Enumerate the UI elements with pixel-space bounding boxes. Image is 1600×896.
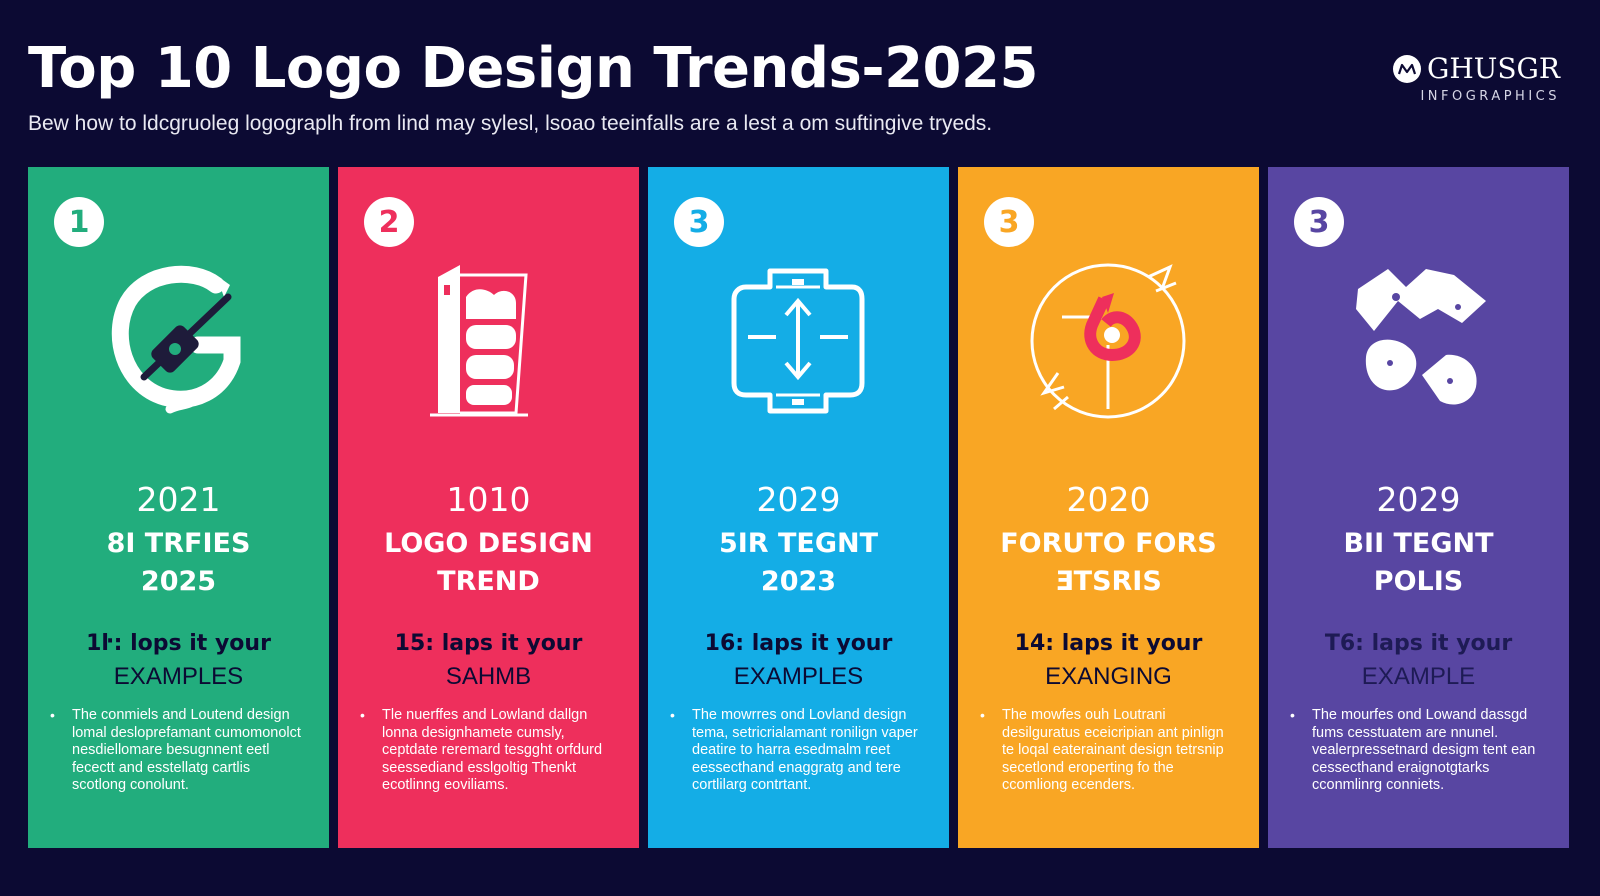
geometric-shapes-icon <box>1356 269 1486 405</box>
card-headline: 5IR TEGNT 2023 <box>648 525 949 601</box>
card-number-badge: 3 <box>674 197 724 247</box>
card-headline-line-2: TREND <box>437 566 540 597</box>
trend-card-5: 3 2029 BII TEGNT POLIS T6: laps it your … <box>1268 167 1569 848</box>
card-number-badge: 1 <box>54 197 104 247</box>
card-headline: FORUTO FORS ƎTSRIS <box>958 525 1259 601</box>
card-example: EXAMPLES <box>113 663 244 690</box>
layered-cup-icon <box>430 265 528 417</box>
card-headline-line-1: FORUTO FORS <box>1000 528 1217 559</box>
trend-card-2: 2 1010 LOGO DESIGN TREND 15: laps it you… <box>338 167 639 848</box>
card-headline: LOGO DESIGN TREND <box>338 525 639 601</box>
trend-card-4: 3 2020 FORUTO FORS ƎTSRIS 14: laps it yo… <box>958 167 1259 848</box>
card-number-badge: 3 <box>984 197 1034 247</box>
arrow-grid-icon <box>731 268 865 414</box>
card-headline: 8I TRFIES 2025 <box>28 525 329 601</box>
card-example: EXANGING <box>1045 663 1172 690</box>
card-headline-line-1: BII TEGNT <box>1343 528 1494 559</box>
card-tag: 14: laps it your <box>1014 631 1203 656</box>
card-tag: 15: laps it your <box>394 631 583 656</box>
trend-card-3: 3 2029 5IR TEGNT 2023 16: laps it your E… <box>648 167 949 848</box>
card-year: 2029 <box>1376 480 1461 519</box>
card-headline-line-2: POLIS <box>1373 566 1464 597</box>
card-headline: BII TEGNT POLIS <box>1268 525 1569 601</box>
card-number-badge: 3 <box>1294 197 1344 247</box>
card-headline-line-1: 8I TRFIES <box>106 528 251 559</box>
brand-logo: GHUSGR INFOGRAPHICS <box>1370 52 1560 104</box>
card-example: SAHMB <box>445 663 532 690</box>
card-year: 2020 <box>1066 480 1151 519</box>
card-description: The conmiels and Loutend design lomal de… <box>50 707 304 795</box>
trend-cards: 1 2021 8I TRFIES 2025 1ŀ: lops it your E… <box>28 167 1569 848</box>
card-headline-line-2: 2023 <box>760 566 837 597</box>
brand-tagline: INFOGRAPHICS <box>1420 89 1560 104</box>
card-headline-line-1: LOGO DESIGN <box>384 528 593 559</box>
card-year: 2021 <box>136 480 221 519</box>
brand-mark-icon <box>1392 54 1421 83</box>
card-description: The mowfes ouh Loutrani desilguratus ece… <box>980 707 1234 795</box>
card-description: The mowrres ond Lovland design tema, set… <box>670 707 924 795</box>
card-description: The mourfes ond Lowand dassgd fums cesst… <box>1290 707 1544 795</box>
card-tag: 16: laps it your <box>704 631 893 656</box>
card-headline-line-2: 2025 <box>140 566 217 597</box>
card-year: 1010 <box>446 480 531 519</box>
card-description: Tle nuerffes and Lowland dallgn lonna de… <box>360 707 614 795</box>
card-example: EXAMPLE <box>1361 663 1476 690</box>
wrench-g-icon <box>111 265 241 414</box>
card-tag: T6: laps it your <box>1324 631 1513 656</box>
brand-name: GHUSGR <box>1426 52 1560 85</box>
card-example: EXAMPLES <box>733 663 864 690</box>
trend-card-1: 1 2021 8I TRFIES 2025 1ŀ: lops it your E… <box>28 167 329 848</box>
card-year: 2029 <box>756 480 841 519</box>
circle-swirl-icon <box>1030 263 1186 419</box>
card-headline-line-1: 5IR TEGNT <box>718 528 879 559</box>
card-number-badge: 2 <box>364 197 414 247</box>
page-title: Top 10 Logo Design Trends-2025 <box>28 36 1038 101</box>
page-subtitle: Bew how to ldcgruoleg logograplh from li… <box>28 112 993 135</box>
card-tag: 1ŀ: lops it your <box>86 631 271 656</box>
card-headline-line-2: ƎTSRIS <box>1055 566 1162 597</box>
